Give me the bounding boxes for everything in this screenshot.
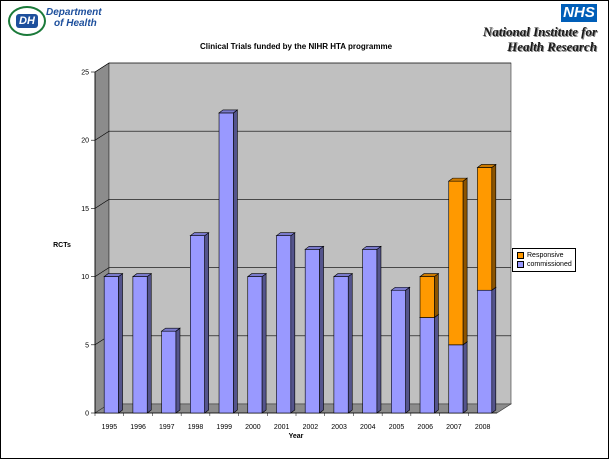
bar-top-commissioned-1995 — [103, 273, 124, 277]
y-tick-label: 5 — [85, 342, 89, 349]
x-tick-label-1996: 1996 — [130, 424, 146, 431]
bar-top-commissioned-2002 — [304, 246, 325, 250]
bar-commissioned-2003 — [333, 276, 349, 414]
bar-commissioned-1998 — [190, 235, 205, 414]
bar-top-commissioned-1998 — [189, 232, 210, 236]
bar-side-commissioned-2004 — [376, 245, 382, 414]
y-tick-label: 15 — [81, 206, 89, 213]
x-tick-label-2004: 2004 — [360, 424, 376, 431]
x-tick-label-1998: 1998 — [188, 424, 204, 431]
bar-responsive-2006 — [419, 276, 435, 318]
bar-top-commissioned-1997 — [160, 327, 181, 332]
legend-swatch-responsive — [517, 252, 524, 259]
bar-side-commissioned-1996 — [146, 273, 152, 414]
y-axis-label: RCTs — [53, 242, 71, 249]
x-tick-label-2001: 2001 — [274, 424, 290, 431]
x-axis-label: Year — [289, 433, 304, 440]
bar-responsive-2007 — [448, 180, 464, 346]
y-tick-label: 10 — [81, 274, 89, 281]
bar-side-commissioned-1997 — [175, 327, 181, 414]
legend-label-responsive: Responsive — [527, 252, 564, 259]
bar-commissioned-2002 — [304, 249, 320, 414]
dh-logo-mark-text: DH — [16, 14, 38, 28]
legend-swatch-commissioned — [517, 261, 524, 268]
bar-side-responsive-2007 — [462, 177, 468, 346]
x-tick-label-2003: 2003 — [331, 424, 347, 431]
x-tick-label-1995: 1995 — [102, 424, 118, 431]
bar-commissioned-2008 — [477, 289, 493, 414]
gridline-side — [94, 130, 110, 141]
bar-commissioned-2007 — [448, 344, 464, 414]
x-tick-label-2000: 2000 — [245, 424, 261, 431]
nihr-logo-text: National Institute for Health Research — [483, 24, 597, 54]
bar-side-commissioned-1998 — [204, 232, 209, 414]
bar-commissioned-1995 — [103, 276, 119, 414]
bar-commissioned-2006 — [419, 317, 435, 414]
bar-side-commissioned-2003 — [347, 273, 353, 414]
x-tick-label-2005: 2005 — [389, 424, 405, 431]
bar-commissioned-1996 — [132, 276, 148, 414]
dh-logo-line-1: Department — [46, 7, 102, 18]
bar-top-responsive-2006 — [419, 273, 440, 277]
bar-top-commissioned-2005 — [390, 286, 411, 291]
department-of-health-logo: DH Department of Health — [8, 6, 102, 40]
bar-top-responsive-2008 — [476, 164, 497, 168]
bar-top-commissioned-1996 — [131, 273, 153, 277]
bar-top-commissioned-1999 — [218, 109, 239, 114]
bar-commissioned-1997 — [161, 330, 177, 414]
bar-side-commissioned-2006 — [434, 313, 439, 414]
y-tick-label: 25 — [81, 70, 89, 77]
nihr-logo-line-1: National Institute for — [482, 24, 597, 39]
bar-side-commissioned-2000 — [261, 273, 267, 414]
bar-commissioned-2004 — [362, 249, 378, 414]
legend-item-responsive: Responsive — [517, 252, 564, 259]
gridline-side — [94, 267, 110, 277]
y-tick-label: 20 — [81, 138, 89, 145]
nhs-logo: NHS — [561, 4, 597, 22]
bar-commissioned-2001 — [276, 235, 292, 414]
dh-logo-line-2: of Health — [54, 18, 97, 29]
bar-side-responsive-2008 — [491, 163, 497, 291]
bar-side-responsive-2006 — [434, 273, 439, 319]
bar-top-commissioned-2003 — [332, 273, 354, 277]
gridline-side — [94, 199, 110, 209]
gridline-side — [94, 62, 110, 73]
legend-label-commissioned: commissioned — [527, 261, 572, 268]
bar-side-commissioned-2007 — [462, 341, 468, 414]
bar-side-commissioned-2001 — [290, 232, 296, 414]
x-tick-label-2008: 2008 — [475, 424, 491, 431]
dh-logo-mark: DH — [8, 6, 46, 36]
x-tick-label-2006: 2006 — [417, 424, 433, 431]
bar-side-commissioned-1995 — [118, 273, 123, 414]
chart-title: Clinical Trials funded by the NIHR HTA p… — [199, 42, 393, 51]
x-tick-label-2002: 2002 — [303, 424, 319, 431]
x-tick-label-2007: 2007 — [446, 424, 462, 431]
bar-commissioned-2005 — [391, 289, 406, 414]
bar-top-commissioned-2001 — [275, 232, 296, 236]
bar-top-commissioned-2000 — [246, 273, 268, 277]
dh-logo-text: Department of Health — [46, 7, 102, 29]
y-tick-label: 0 — [85, 411, 89, 418]
bar-side-commissioned-2002 — [319, 245, 324, 414]
bar-top-commissioned-2004 — [361, 246, 382, 250]
nihr-logo-line-2: Health Research — [507, 39, 597, 54]
chart-legend: Responsive commissioned — [512, 248, 576, 272]
bar-side-commissioned-1999 — [233, 109, 238, 414]
bar-top-responsive-2007 — [447, 177, 469, 182]
bar-side-commissioned-2008 — [491, 286, 497, 414]
bar-side-commissioned-2005 — [405, 286, 410, 414]
legend-item-commissioned: commissioned — [517, 261, 572, 268]
x-tick-label-1997: 1997 — [159, 424, 175, 431]
x-tick-label-1999: 1999 — [216, 424, 232, 431]
bar-commissioned-1999 — [218, 112, 234, 414]
bar-responsive-2008 — [477, 167, 493, 291]
bar-commissioned-2000 — [247, 276, 263, 414]
